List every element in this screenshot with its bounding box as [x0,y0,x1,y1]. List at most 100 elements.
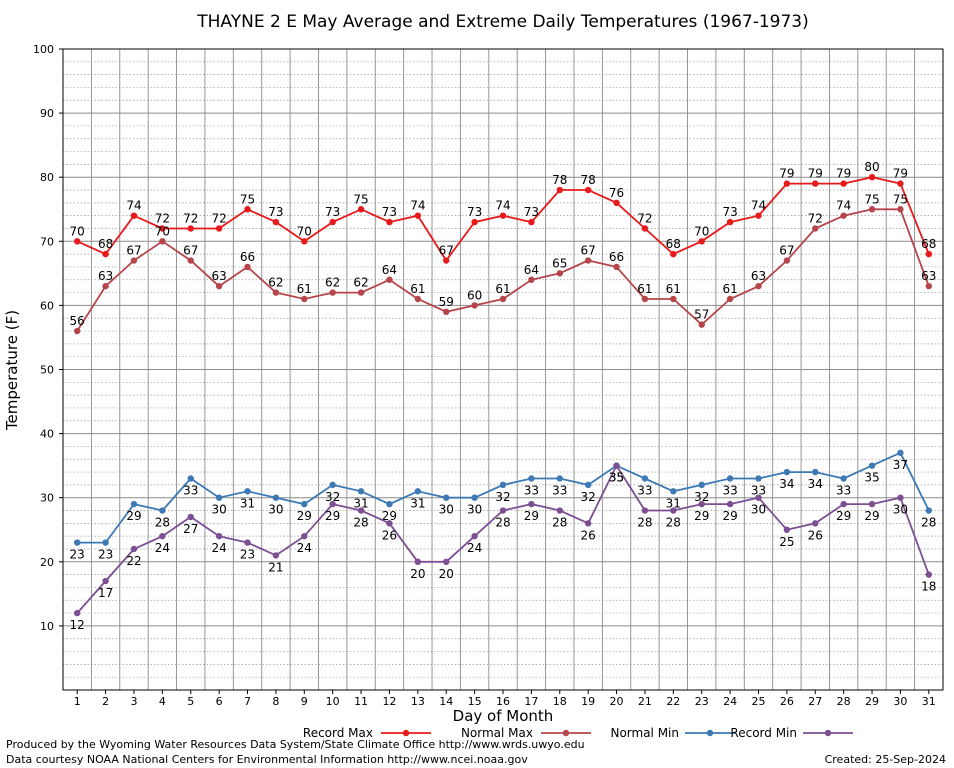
data-label: 60 [467,288,482,302]
data-label: 72 [183,211,198,225]
data-point [925,507,933,514]
data-label: 33 [836,483,851,497]
data-point [897,206,904,213]
data-label: 32 [694,490,709,504]
data-point [925,282,933,290]
data-label: 24 [211,541,226,555]
data-label: 66 [609,250,624,264]
data-label: 28 [921,516,936,530]
data-point [783,180,791,187]
data-point [301,500,308,508]
legend-marker [562,729,570,737]
data-point [443,494,450,501]
x-tick-label: 2 [102,695,109,708]
grid [63,49,943,690]
y-tick-label: 10 [40,620,54,633]
data-point [812,520,819,527]
data-point [130,545,138,553]
data-point [386,500,393,508]
data-label: 30 [893,503,908,517]
data-label: 73 [325,205,340,219]
data-point [414,558,422,565]
data-label: 74 [126,199,141,213]
x-tick-label: 1 [74,695,81,708]
data-point [499,481,507,489]
data-label: 66 [240,250,255,264]
data-point [73,609,81,617]
data-label: 63 [98,269,113,283]
data-label: 63 [211,269,226,283]
data-point [244,263,251,271]
data-point [584,257,592,264]
data-point [244,488,251,495]
x-tick-label: 10 [326,695,340,708]
data-point [215,282,223,290]
data-label: 26 [808,528,823,542]
credit-noaa: Data courtesy NOAA National Centers for … [6,753,528,766]
data-point [187,225,194,232]
data-label: 67 [126,244,141,258]
data-label: 29 [694,509,709,523]
x-tick-label: 29 [865,695,879,708]
data-label: 72 [211,211,226,225]
data-point [726,295,734,303]
data-point [187,513,194,521]
legend: Record Max Normal Max Normal Min Record Min [303,726,853,740]
series-normal-min: 23 23 29 28 33 30 31 30 29 32 31 29 31 30 30 32 33 33 32 35… [70,449,936,562]
data-label: 73 [722,205,737,219]
data-label: 23 [240,548,255,562]
legend-marker [824,729,832,737]
data-label: 72 [155,211,170,225]
x-tick-label: 4 [159,695,166,708]
data-point [755,494,762,501]
y-axis-title: Temperature (F) [3,310,21,431]
data-label: 67 [581,244,596,258]
data-point [357,488,365,495]
data-point [812,468,819,476]
data-label: 20 [439,567,454,581]
x-tick-label: 5 [187,695,194,708]
data-label: 29 [524,509,539,523]
data-point [641,225,649,232]
data-point [925,250,933,258]
data-point [584,186,592,194]
data-point [528,276,535,283]
data-point [812,225,819,232]
data-point [755,475,762,482]
data-label: 67 [183,244,198,258]
legend-item: Normal Min [610,726,735,740]
data-point [925,571,933,578]
data-point [329,289,336,296]
data-point [670,488,677,495]
x-tick-label: 23 [695,695,709,708]
data-label: 68 [921,237,936,251]
data-label: 29 [864,509,879,523]
data-point [613,462,620,469]
data-point [840,180,847,187]
data-point [783,468,791,476]
x-tick-label: 20 [610,695,624,708]
data-point [670,250,677,258]
data-label: 21 [268,560,283,574]
data-label: 18 [921,580,936,594]
y-tick-label: 90 [40,107,54,120]
data-label: 67 [439,244,454,258]
data-point [73,327,81,335]
data-point [357,289,365,296]
data-label: 70 [70,224,85,238]
data-point [301,532,308,540]
data-label: 31 [410,496,425,510]
data-point [414,212,422,219]
data-label: 30 [439,503,454,517]
data-label: 37 [893,458,908,472]
data-label: 32 [495,490,510,504]
y-tick-label: 40 [40,428,54,441]
data-point [414,295,422,303]
data-point [244,206,251,213]
data-point [812,180,819,187]
data-label: 67 [779,244,794,258]
data-label: 34 [808,477,823,491]
series-record-min: 12 17 22 24 27 24 23 21 24 29 28 26 20 20 24 28 29 28 26 35… [70,462,936,632]
legend-marker [706,729,714,737]
